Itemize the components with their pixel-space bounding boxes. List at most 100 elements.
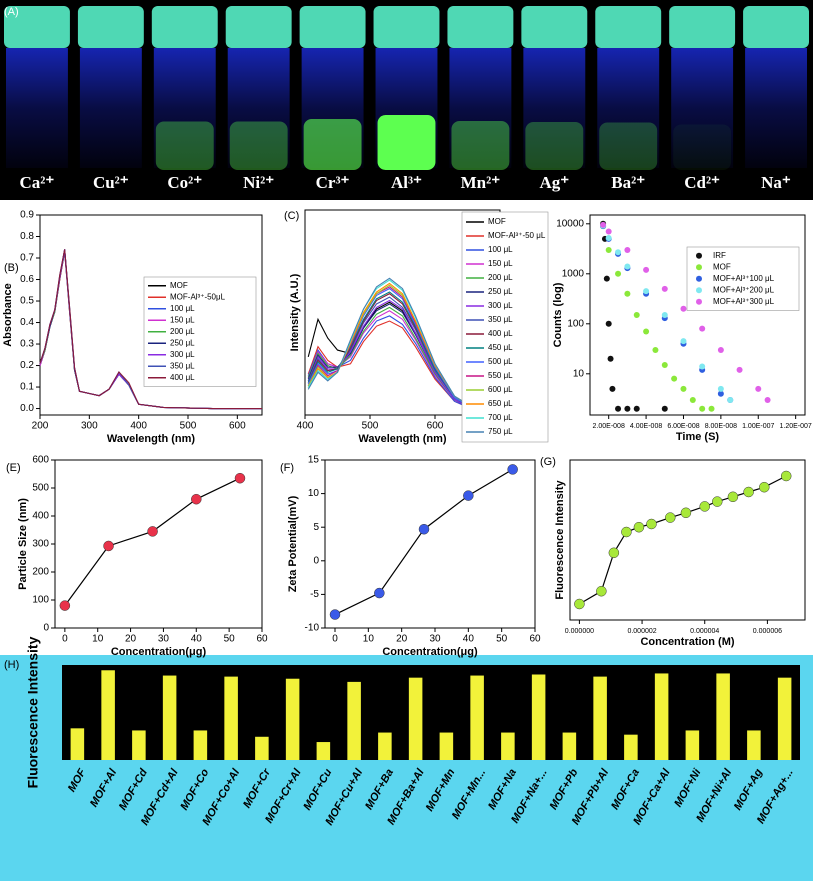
bar [562,732,577,760]
point [624,405,631,412]
point [103,540,114,552]
point [624,290,631,297]
panel-label: (C) [284,210,299,222]
point [646,518,657,530]
x-tick-label: 400 [297,421,314,432]
y-tick-label: 0.4 [20,317,34,328]
point [605,235,612,242]
point [374,587,385,599]
y-tick-label: 0.1 [20,382,34,393]
vial-glow [303,119,362,170]
y-axis-label: Zeta Potential(mV) [287,495,299,592]
x-tick-label: 0.000000 [565,628,594,635]
legend-label: 200 μL [170,327,195,336]
panel-label: (A) [4,6,19,18]
y-tick-label: 100 [32,595,49,606]
x-tick-label: 20 [396,634,408,645]
bar [470,675,484,760]
legend-label: 750 μL [488,427,513,436]
vial-cap [4,6,70,48]
y-tick-label: 400 [32,511,49,522]
y-tick-label: 0.0 [20,403,34,414]
line [579,475,787,605]
legend-label: MOF+Al³⁺100 μL [713,274,775,283]
vial-glow [451,121,510,170]
x-axis-label: Wavelength (nm) [358,433,447,445]
point [600,221,607,228]
point [609,385,616,392]
x-tick-label: 500 [180,421,197,432]
point [507,464,518,475]
legend-label: 400 μL [488,329,513,338]
vial-cap [595,6,662,48]
bar [624,734,638,760]
panel-label: (B) [4,262,19,274]
y-tick-label: 1000 [562,268,585,279]
legend-swatch [696,287,702,294]
bar [777,677,792,760]
y-tick-label: 100 [567,318,584,329]
bar [439,732,454,760]
ion-label: Al³⁺ [391,173,422,192]
x-tick-label: 20 [125,634,137,645]
y-tick-label: 5 [313,522,319,533]
y-axis-label: Intensity (A.U.) [289,273,301,351]
point [717,390,724,397]
point [418,523,430,535]
point [643,288,650,295]
x-tick-label: 10 [92,634,104,645]
point [621,526,632,538]
legend-label: 100 μL [170,304,195,313]
bar [255,736,269,760]
legend-label: MOF [713,262,731,271]
y-tick-label: 0.6 [20,274,34,285]
point [680,305,687,312]
point [652,346,659,353]
point [759,481,770,493]
point [615,270,622,277]
x-tick-label: 200 [32,421,49,432]
vial-cap [151,6,218,48]
vial-glow [599,122,658,170]
point [191,493,202,505]
y-axis-label: Fluorescence Intensity [554,480,566,600]
vial-body [745,48,807,168]
vial-body [597,48,660,168]
point [699,501,710,512]
point [607,355,614,362]
point [764,396,771,403]
legend-label: 450 μL [488,343,513,352]
point [463,490,474,501]
vial-glow [155,121,214,170]
bar [685,730,700,760]
x-tick-label: 600 [229,421,246,432]
point [736,366,743,373]
y-tick-label: 0 [313,555,319,566]
y-axis-label: Particle Size (nm) [17,498,29,590]
y-tick-label: 0.9 [20,210,34,221]
legend-label: 150 μL [170,315,195,324]
x-tick-label: 4.00E-008 [630,423,662,430]
bar [531,674,546,760]
legend-label: 250 μL [170,338,195,347]
plot-area [62,665,800,760]
x-tick-label: 30 [429,634,441,645]
bar [501,732,515,760]
y-tick-label: 0.8 [20,231,34,242]
point [712,496,723,507]
ion-label: Cu²⁺ [93,173,129,192]
vial-glow [377,115,436,170]
point [661,285,668,292]
vial-cap [521,6,588,48]
point [708,405,715,412]
legend-swatch [696,298,702,305]
legend-label: 300 μL [170,350,195,359]
panel-label: (F) [280,462,294,474]
vial-body [153,48,216,168]
ion-label: Mn²⁺ [461,173,501,192]
line [307,277,501,414]
point [755,385,762,392]
x-tick-label: 600 [427,421,444,432]
bar [162,675,177,760]
